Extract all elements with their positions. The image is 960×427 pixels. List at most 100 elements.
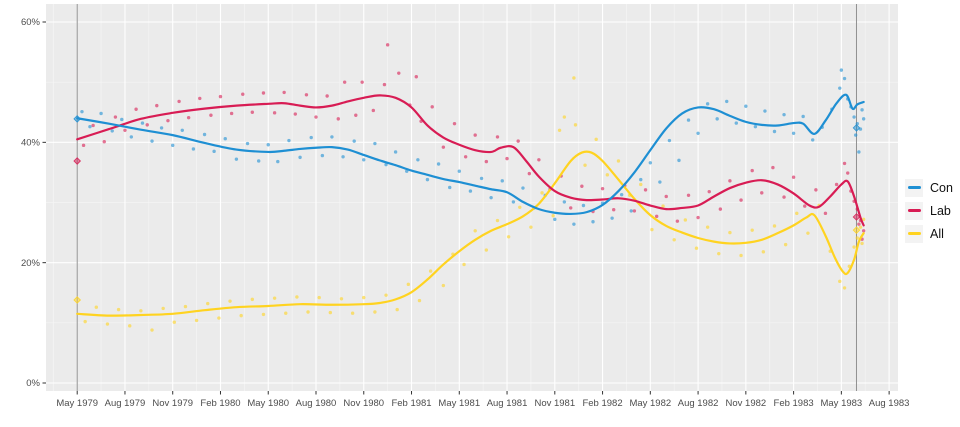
poll-point-all — [661, 204, 665, 208]
poll-point-all — [373, 310, 377, 314]
poll-point-all — [339, 297, 344, 301]
poll-point-lab — [198, 96, 202, 101]
poll-point-lab — [282, 90, 286, 95]
poll-point-con — [436, 162, 441, 166]
election-result-marker-all — [852, 226, 861, 235]
poll-point-con — [212, 149, 216, 154]
poll-point-con — [202, 132, 207, 137]
poll-point-con — [853, 133, 858, 137]
poll-point-all — [639, 182, 643, 187]
poll-point-all — [540, 191, 544, 195]
poll-point-lab — [250, 110, 255, 114]
poll-point-all — [842, 286, 847, 290]
poll-point-con — [425, 177, 430, 182]
poll-point-con — [309, 135, 313, 140]
poll-point-lab — [760, 191, 764, 195]
poll-point-con — [245, 141, 250, 146]
poll-point-all — [183, 304, 188, 309]
poll-point-con — [320, 153, 325, 158]
poll-point-con — [384, 162, 388, 167]
y-axis-label: 60% — [21, 17, 41, 28]
poll-point-all — [572, 76, 576, 80]
poll-point-con — [591, 220, 595, 224]
poll-point-lab — [643, 188, 648, 192]
poll-point-all — [328, 310, 333, 315]
poll-point-lab — [441, 145, 446, 149]
x-axis-label: Aug 1979 — [105, 398, 146, 409]
poll-point-lab — [537, 158, 541, 162]
poll-point-lab — [612, 208, 616, 212]
poll-point-con — [180, 128, 184, 132]
poll-point-all — [573, 123, 578, 127]
poll-point-con — [715, 117, 719, 121]
poll-point-con — [801, 114, 805, 119]
x-axis-label: Feb 1980 — [200, 398, 240, 409]
poll-point-lab — [791, 175, 796, 179]
poll-point-con — [88, 124, 92, 129]
poll-point-lab — [728, 179, 732, 183]
poll-point-all — [261, 312, 266, 317]
poll-point-con — [457, 169, 461, 173]
poll-point-con — [110, 129, 114, 133]
poll-point-lab — [155, 103, 159, 108]
poll-point-lab — [600, 186, 605, 191]
poll-point-all — [728, 230, 732, 235]
x-axis-label: Feb 1983 — [774, 398, 814, 409]
x-axis-label: May 1980 — [247, 398, 289, 409]
poll-point-all — [317, 295, 321, 300]
poll-point-all — [529, 225, 533, 229]
poll-point-lab — [229, 111, 234, 116]
poll-point-con — [639, 177, 643, 182]
poll-point-all — [395, 307, 399, 312]
poll-point-lab — [484, 159, 489, 164]
poll-point-lab — [385, 43, 390, 47]
poll-point-all — [194, 318, 199, 323]
poll-point-con — [416, 158, 420, 162]
poll-point-lab — [186, 115, 191, 120]
poll-point-lab — [718, 207, 723, 211]
y-axis-label: 20% — [21, 258, 41, 269]
poll-point-con — [772, 129, 777, 134]
poll-point-lab — [675, 219, 680, 223]
poll-point-con — [572, 222, 576, 226]
poll-point-all — [83, 319, 87, 324]
poll-point-con — [677, 158, 681, 163]
poll-point-lab — [397, 71, 401, 75]
poll-point-all — [473, 229, 477, 233]
poll-point-all — [605, 173, 610, 177]
poll-point-con — [696, 131, 700, 136]
poll-point-lab — [750, 168, 754, 173]
poll-point-con — [763, 109, 767, 113]
x-axis-label: Feb 1982 — [582, 398, 622, 409]
poll-point-lab — [177, 99, 181, 104]
poll-point-all — [783, 242, 788, 247]
poll-point-lab — [696, 215, 700, 220]
legend-key-all — [905, 224, 923, 243]
poll-point-con — [686, 118, 691, 122]
legend-item-all: All — [905, 222, 953, 245]
poll-point-all — [750, 228, 754, 232]
poll-point-all — [462, 262, 466, 267]
poll-point-all — [518, 205, 522, 210]
poll-point-all — [683, 218, 688, 222]
poll-point-all — [860, 241, 864, 246]
poll-point-all — [672, 238, 676, 242]
poll-point-all — [428, 269, 433, 273]
poll-point-lab — [261, 91, 266, 95]
poll-point-con — [658, 180, 662, 184]
poll-point-con — [120, 117, 124, 122]
legend-item-con: Con — [905, 176, 953, 199]
poll-point-lab — [145, 123, 149, 127]
poll-point-con — [521, 186, 525, 190]
con-trend-line — [76, 93, 865, 216]
lab-line-swatch-icon — [907, 209, 921, 212]
poll-point-con — [287, 138, 291, 143]
poll-point-lab — [527, 171, 532, 176]
poll-point-con — [629, 209, 633, 213]
poll-point-all — [772, 224, 777, 228]
poll-point-con — [468, 189, 473, 193]
x-axis-label: Aug 1983 — [869, 398, 910, 409]
poll-point-con — [839, 68, 844, 72]
